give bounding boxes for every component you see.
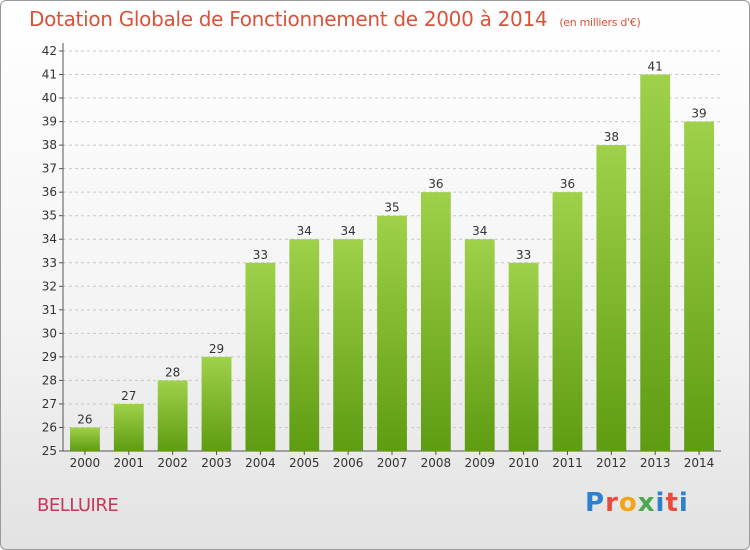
y-tick-label: 33 — [42, 256, 57, 270]
bar — [289, 239, 320, 451]
data-label: 27 — [121, 389, 136, 403]
commune-name: BELLUIRE — [37, 495, 119, 516]
logo-letter: x — [637, 488, 656, 518]
x-tick-label: 2006 — [333, 456, 364, 470]
data-label: 33 — [253, 248, 268, 262]
x-tick-label: 2001 — [114, 456, 145, 470]
bar — [596, 145, 627, 451]
x-tick-label: 2002 — [157, 456, 188, 470]
y-tick-label: 35 — [42, 209, 57, 223]
data-label: 34 — [297, 224, 312, 238]
y-tick-label: 26 — [42, 420, 57, 434]
x-tick-label: 2014 — [684, 456, 715, 470]
bar — [245, 262, 276, 451]
y-tick-label: 36 — [42, 185, 57, 199]
bar — [640, 74, 671, 451]
y-tick-label: 31 — [42, 303, 57, 317]
y-tick-label: 30 — [42, 326, 57, 340]
proxiti-logo: Proxiti — [585, 488, 689, 518]
axes: 25 26 27 28 29 30 31 32 33 34 35 36 37 38 39 40 41 42 2000… — [42, 43, 721, 470]
x-tick-label: 2005 — [289, 456, 320, 470]
data-label: 39 — [691, 107, 706, 121]
bars — [70, 74, 714, 452]
bar — [420, 192, 451, 452]
chart-subtitle: (en milliers d'€) — [559, 16, 641, 29]
data-label: 33 — [516, 248, 531, 262]
data-label: 35 — [384, 201, 399, 215]
x-tick-label: 2011 — [552, 456, 583, 470]
y-tick-label: 25 — [42, 444, 57, 458]
bar — [333, 239, 364, 451]
chart-title-text: Dotation Globale de Fonctionnement de 20… — [29, 7, 548, 31]
data-label: 26 — [77, 412, 92, 426]
data-label: 34 — [340, 224, 355, 238]
x-tick-label: 2000 — [70, 456, 101, 470]
x-tick-label: 2007 — [377, 456, 408, 470]
bar — [113, 403, 144, 451]
bar — [157, 380, 188, 451]
y-tick-label: 38 — [42, 138, 57, 152]
bar — [70, 427, 100, 451]
y-tick-label: 28 — [42, 373, 57, 387]
x-tick-label: 2013 — [640, 456, 671, 470]
y-tick-label: 37 — [42, 162, 57, 176]
data-label: 36 — [428, 177, 443, 191]
data-label: 38 — [604, 130, 619, 144]
data-labels: 26 27 28 29 33 34 34 35 36 34 33 36 38 41 39 — [77, 60, 706, 427]
bar — [464, 239, 495, 451]
data-label: 29 — [209, 342, 224, 356]
x-tick-label: 2004 — [245, 456, 276, 470]
bar — [684, 121, 714, 452]
logo-letter: o — [618, 488, 638, 518]
logo-letter: P — [585, 488, 606, 518]
y-tick-label: 39 — [42, 115, 57, 129]
data-label: 28 — [165, 365, 180, 379]
data-label: 34 — [472, 224, 487, 238]
bar — [377, 215, 407, 451]
x-tick-label: 2009 — [464, 456, 495, 470]
chart-title: Dotation Globale de Fonctionnement de 20… — [29, 7, 641, 31]
x-tick-label: 2008 — [421, 456, 452, 470]
y-tick-label: 41 — [42, 68, 57, 82]
x-tick-label: 2010 — [508, 456, 539, 470]
y-tick-label: 42 — [42, 44, 57, 58]
data-label: 36 — [560, 177, 575, 191]
bar — [552, 192, 583, 452]
logo-letter: i — [678, 488, 689, 518]
data-label: 41 — [648, 60, 663, 74]
y-tick-label: 40 — [42, 91, 57, 105]
y-tick-label: 27 — [42, 397, 57, 411]
x-tick-label: 2012 — [596, 456, 627, 470]
bar — [508, 262, 539, 451]
logo-letter: r — [605, 488, 619, 518]
y-tick-label: 34 — [42, 232, 57, 246]
y-tick-label: 32 — [42, 279, 57, 293]
logo-letter: t — [665, 488, 679, 518]
bar — [201, 356, 232, 451]
x-tick-label: 2003 — [201, 456, 232, 470]
logo-letter: i — [655, 488, 666, 518]
y-tick-label: 29 — [42, 350, 57, 364]
